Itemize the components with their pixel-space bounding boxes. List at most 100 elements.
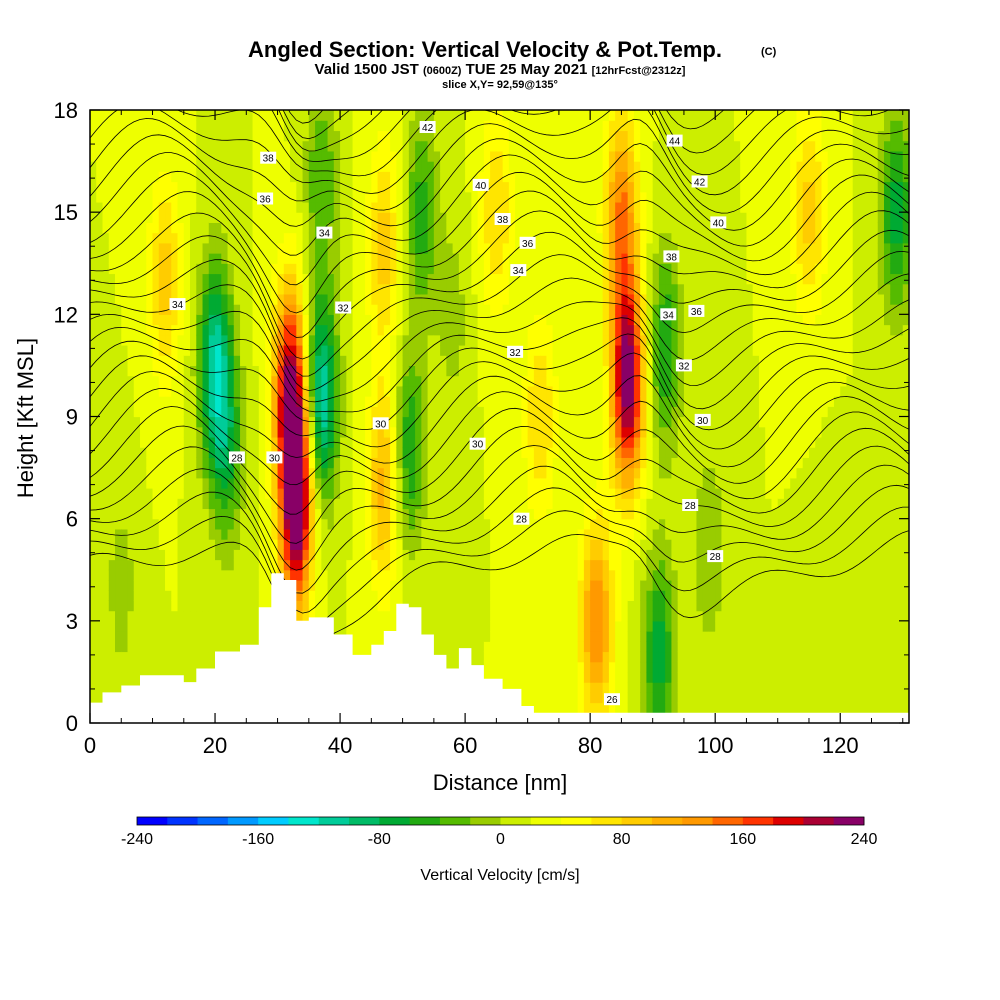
velocity-cell [158,181,166,193]
velocity-cell [202,253,210,264]
velocity-cell [352,263,360,275]
velocity-cell [177,242,185,254]
velocity-cell [552,314,560,326]
velocity-cell [90,477,97,489]
velocity-cell [571,488,579,499]
velocity-cell [552,171,560,183]
velocity-cell [290,334,297,346]
velocity-cell [540,702,547,714]
velocity-cell [152,447,160,458]
velocity-cell [165,579,172,591]
velocity-cell [396,579,404,591]
velocity-cell [321,355,329,367]
velocity-cell [177,416,185,428]
velocity-cell [346,447,354,458]
velocity-cell [165,181,172,193]
velocity-cell [533,293,541,305]
velocity-cell [558,600,566,612]
velocity-cell [333,212,341,223]
velocity-cell [102,355,110,367]
velocity-cell [333,508,341,520]
velocity-cell [471,477,479,489]
velocity-cell [140,457,147,469]
velocity-cell [358,171,366,183]
velocity-cell [240,416,247,428]
velocity-cell [333,559,341,571]
velocity-cell [433,579,441,591]
velocity-cell [358,518,366,530]
velocity-cell [308,283,316,295]
velocity-cell [196,610,204,622]
velocity-cell [127,293,135,305]
velocity-cell [102,201,110,213]
velocity-cell [158,518,166,530]
velocity-cell [308,416,316,428]
velocity-cell [140,253,147,264]
velocity-cell [590,110,597,121]
velocity-cell [421,191,429,203]
velocity-cell [196,222,204,234]
velocity-cell [315,110,322,121]
velocity-cell [152,355,160,367]
velocity-cell [546,293,554,305]
velocity-cell [396,436,404,448]
velocity-cell [196,436,204,448]
velocity-cell [477,120,485,132]
velocity-cell [446,150,454,162]
velocity-cell [590,549,597,561]
velocity-cell [333,477,341,489]
velocity-cell [533,242,541,254]
velocity-cell [465,242,472,254]
velocity-cell [490,610,497,622]
velocity-cell [252,631,260,642]
velocity-cell [140,579,147,591]
velocity-cell [333,385,341,397]
velocity-cell [415,549,422,561]
velocity-cell [458,355,466,367]
velocity-cell [121,396,129,407]
velocity-cell [302,212,310,223]
velocity-cell [183,631,191,642]
velocity-cell [196,488,204,499]
velocity-cell [352,385,360,397]
velocity-cell [121,324,129,336]
velocity-cell [102,232,110,244]
velocity-cell [440,447,447,458]
velocity-cell [133,150,141,162]
velocity-cell [533,579,541,591]
velocity-cell [146,620,154,632]
velocity-cell [402,549,410,561]
velocity-cell [390,232,397,244]
velocity-cell [602,212,610,223]
velocity-cell [521,590,529,601]
velocity-cell [433,610,441,622]
velocity-cell [190,212,197,223]
velocity-cell [327,406,335,418]
velocity-cell [315,549,322,561]
velocity-cell [190,385,197,397]
velocity-cell [477,406,485,418]
velocity-cell [596,447,604,458]
velocity-cell [152,651,160,663]
velocity-cell [508,549,516,561]
velocity-cell [558,508,566,520]
velocity-cell [558,692,566,704]
velocity-cell [377,498,385,510]
velocity-cell [583,467,591,479]
velocity-cell [208,130,216,142]
velocity-cell [108,191,116,203]
velocity-cell [608,641,616,653]
velocity-cell [258,416,266,428]
velocity-cell [121,385,129,397]
velocity-cell [590,682,597,693]
velocity-cell [540,682,547,693]
velocity-cell [346,293,354,305]
velocity-cell [390,426,397,438]
velocity-cell [602,344,610,356]
velocity-cell [196,150,204,162]
velocity-cell [496,130,504,142]
velocity-cell [496,610,504,622]
velocity-cell [352,191,360,203]
velocity-cell [596,355,604,367]
velocity-cell [490,273,497,285]
